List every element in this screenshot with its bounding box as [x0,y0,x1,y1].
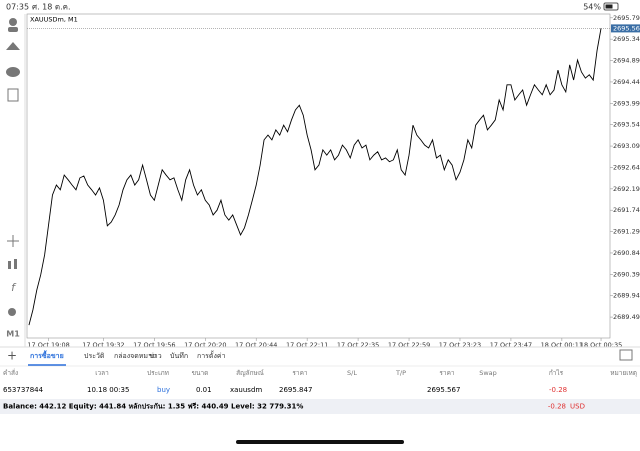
orders-table: คำสั่ง เวลา ประเภท ขนาด สัญลักษณ์ ราคา S/L T/P ร… [3,368,637,394]
tab[interactable]: ข่าว [149,352,162,360]
y-tick-label: 2689.490 [613,313,640,321]
y-tick-label: 2691.740 [613,206,640,214]
account-icon-body [8,27,18,32]
cell-symbol[interactable]: xauusdm [230,386,262,394]
column-header: ประเภท [147,369,169,377]
x-tick-label: 18 Oct 00:11 [541,341,583,349]
current-price-tag [611,24,640,33]
column-header: สัญลักษณ์ [236,369,264,377]
indicator-icon[interactable]: f [11,281,17,294]
y-tick-label: 2692.640 [613,163,640,171]
cell-volume[interactable]: 0.01 [196,386,212,394]
candles-icon[interactable] [8,261,11,269]
column-header: Swap [479,369,497,377]
price-line [28,28,602,326]
home-indicator [236,440,404,444]
column-header: S/L [347,369,357,377]
battery-level [605,4,613,9]
y-tick-label: 2693.090 [613,142,640,150]
column-header: T/P [395,369,406,377]
tab[interactable]: กล่องจดหมาย [114,352,156,360]
x-tick-label: 17 Oct 19:56 [133,341,175,349]
tab[interactable]: บันทึก [170,351,188,360]
cell-open-price[interactable]: 2695.847 [279,386,312,394]
y-tick-label: 2695.790 [613,14,640,22]
x-tick-label: 17 Oct 19:32 [82,341,124,349]
new-doc-icon[interactable] [7,88,19,102]
account-summary: Balance: 442.12 Equity: 441.84 หลักประกั… [3,403,303,411]
y-tick-label: 2692.190 [613,185,640,193]
y-tick-label: 2689.940 [613,292,640,300]
x-tick-label: 17 Oct 20:20 [184,341,226,349]
column-header: กำไร [549,369,564,377]
column-header: เวลา [95,369,109,377]
toolbar: f [6,18,20,316]
current-price-label: 2695.567 [613,24,640,32]
chart-title: XAUUSDm, M1 [30,16,78,24]
tab[interactable]: การซื้อขาย [30,349,64,360]
status-time: 07:35 [6,3,29,12]
y-tick-label: 2693.540 [613,121,640,129]
cell-type[interactable]: buy [157,386,170,394]
y-tick-label: 2694.440 [613,78,640,86]
column-header: คำสั่ง [3,368,18,377]
add-button[interactable]: + [7,349,17,363]
column-header: ราคา [439,369,454,377]
cell-order[interactable]: 653737844 [3,386,44,394]
x-tick-label: 17 Oct 22:11 [286,341,328,349]
y-tick-label: 2694.890 [613,57,640,65]
total-profit: -0.28 [548,403,566,411]
status-date: ศ. 18 ต.ค. [32,3,71,12]
y-tick-label: 2691.290 [613,228,640,236]
cell-profit[interactable]: -0.28 [549,386,567,394]
x-tick-label: 17 Oct 22:35 [337,341,379,349]
summary-bar [0,399,640,414]
chat-icon[interactable] [6,67,20,77]
battery-text: 54% [583,3,601,12]
y-tick-label: 2690.840 [613,249,640,257]
account-icon[interactable] [9,18,17,26]
x-tick-label: 17 Oct 20:44 [235,341,277,349]
currency: USD [570,403,585,411]
x-tick-label: 17 Oct 23:23 [439,341,481,349]
columns-icon[interactable] [619,349,633,361]
y-tick-label: 2695.340 [613,35,640,43]
trade-icon[interactable] [6,42,20,50]
candles-icon-2 [14,259,17,269]
plot: 2689.490 2689.940 2690.390 2690.840 2691.290… [27,14,640,349]
x-tick-label: 18 Oct 00:35 [580,341,622,349]
column-header: ขนาด [192,369,209,377]
tab[interactable]: ประวัติ [84,352,105,360]
battery-icon [603,2,619,11]
crosshair-icon[interactable] [7,235,19,247]
plot-frame [26,13,611,339]
cell-time[interactable]: 10.18 00:35 [87,386,129,394]
x-tick-label: 17 Oct 22:59 [388,341,430,349]
column-header: หมายเหตุ [610,369,637,377]
x-tick-label: 17 Oct 19:08 [27,341,69,349]
column-header: ราคา [292,369,307,377]
objects-icon[interactable] [8,308,16,316]
timeframe[interactable]: M1 [6,330,20,339]
tab[interactable]: การตั้งค่า [197,349,226,360]
y-tick-label: 2690.390 [613,270,640,278]
y-tick-label: 2693.990 [613,99,640,107]
cell-current-price[interactable]: 2695.567 [427,386,460,394]
x-tick-label: 17 Oct 23:47 [490,341,532,349]
